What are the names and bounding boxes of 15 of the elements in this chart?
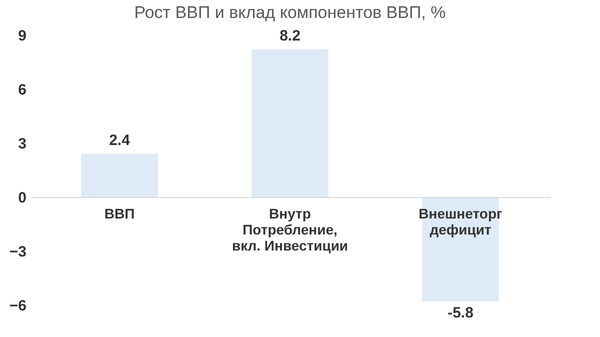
y-tick-label: −3: [9, 244, 26, 260]
bar: [252, 49, 328, 197]
x-tick-label: ВВП: [104, 206, 135, 222]
y-tick-label: −6: [9, 298, 26, 314]
chart-title: Рост ВВП и вклад компонентов ВВП, %: [134, 3, 446, 22]
data-label: 2.4: [109, 132, 131, 149]
y-tick-label: 0: [18, 190, 26, 206]
x-tick-label: Внутр Потребление, вкл. Инвестиции: [232, 206, 348, 254]
y-tick-label: 6: [18, 82, 26, 98]
data-label: -5.8: [448, 304, 474, 322]
bar: [81, 154, 158, 197]
y-tick-label: 3: [18, 136, 26, 152]
data-label: 8.2: [280, 27, 300, 44]
x-tick-label: Внешнеторг дефицит: [418, 206, 503, 238]
y-tick-label: 9: [18, 28, 26, 44]
